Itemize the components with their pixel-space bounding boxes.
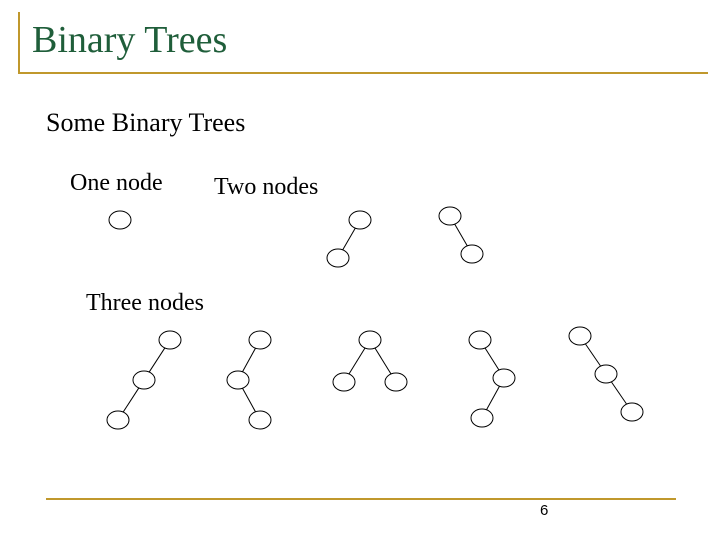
trees-row-2	[60, 320, 700, 460]
tree-edge	[611, 382, 626, 404]
label-one-node: One node	[70, 170, 163, 197]
tree-node	[439, 207, 461, 225]
tree-edge	[123, 388, 139, 412]
tree-node	[469, 331, 491, 349]
tree-node	[385, 373, 407, 391]
tree-node	[327, 249, 349, 267]
trees-row-1	[60, 200, 620, 290]
page-number: 6	[540, 502, 548, 519]
tree-node	[359, 331, 381, 349]
subtitle: Some Binary Trees	[46, 108, 245, 138]
tree-edge	[243, 388, 256, 412]
title-accent-bar	[18, 12, 20, 72]
title-underline	[18, 72, 708, 74]
tree-node	[471, 409, 493, 427]
tree-node	[569, 327, 591, 345]
tree-edge	[375, 348, 391, 374]
tree-node	[595, 365, 617, 383]
footer-underline	[46, 498, 676, 500]
label-two-nodes: Two nodes	[214, 174, 318, 201]
tree-node	[133, 371, 155, 389]
tree-node	[333, 373, 355, 391]
label-three-nodes: Three nodes	[86, 290, 204, 317]
tree-node	[249, 411, 271, 429]
page-title: Binary Trees	[32, 18, 227, 62]
tree-edge	[243, 348, 256, 372]
tree-node	[493, 369, 515, 387]
tree-node	[159, 331, 181, 349]
tree-edge	[485, 348, 499, 370]
tree-edge	[149, 348, 165, 372]
tree-edge	[455, 224, 468, 246]
tree-node	[227, 371, 249, 389]
tree-edge	[343, 228, 356, 250]
tree-edge	[487, 386, 500, 410]
tree-node	[107, 411, 129, 429]
tree-node	[461, 245, 483, 263]
tree-edge	[349, 348, 365, 374]
tree-node	[349, 211, 371, 229]
tree-node	[109, 211, 131, 229]
tree-node	[621, 403, 643, 421]
tree-edge	[585, 344, 600, 366]
tree-node	[249, 331, 271, 349]
